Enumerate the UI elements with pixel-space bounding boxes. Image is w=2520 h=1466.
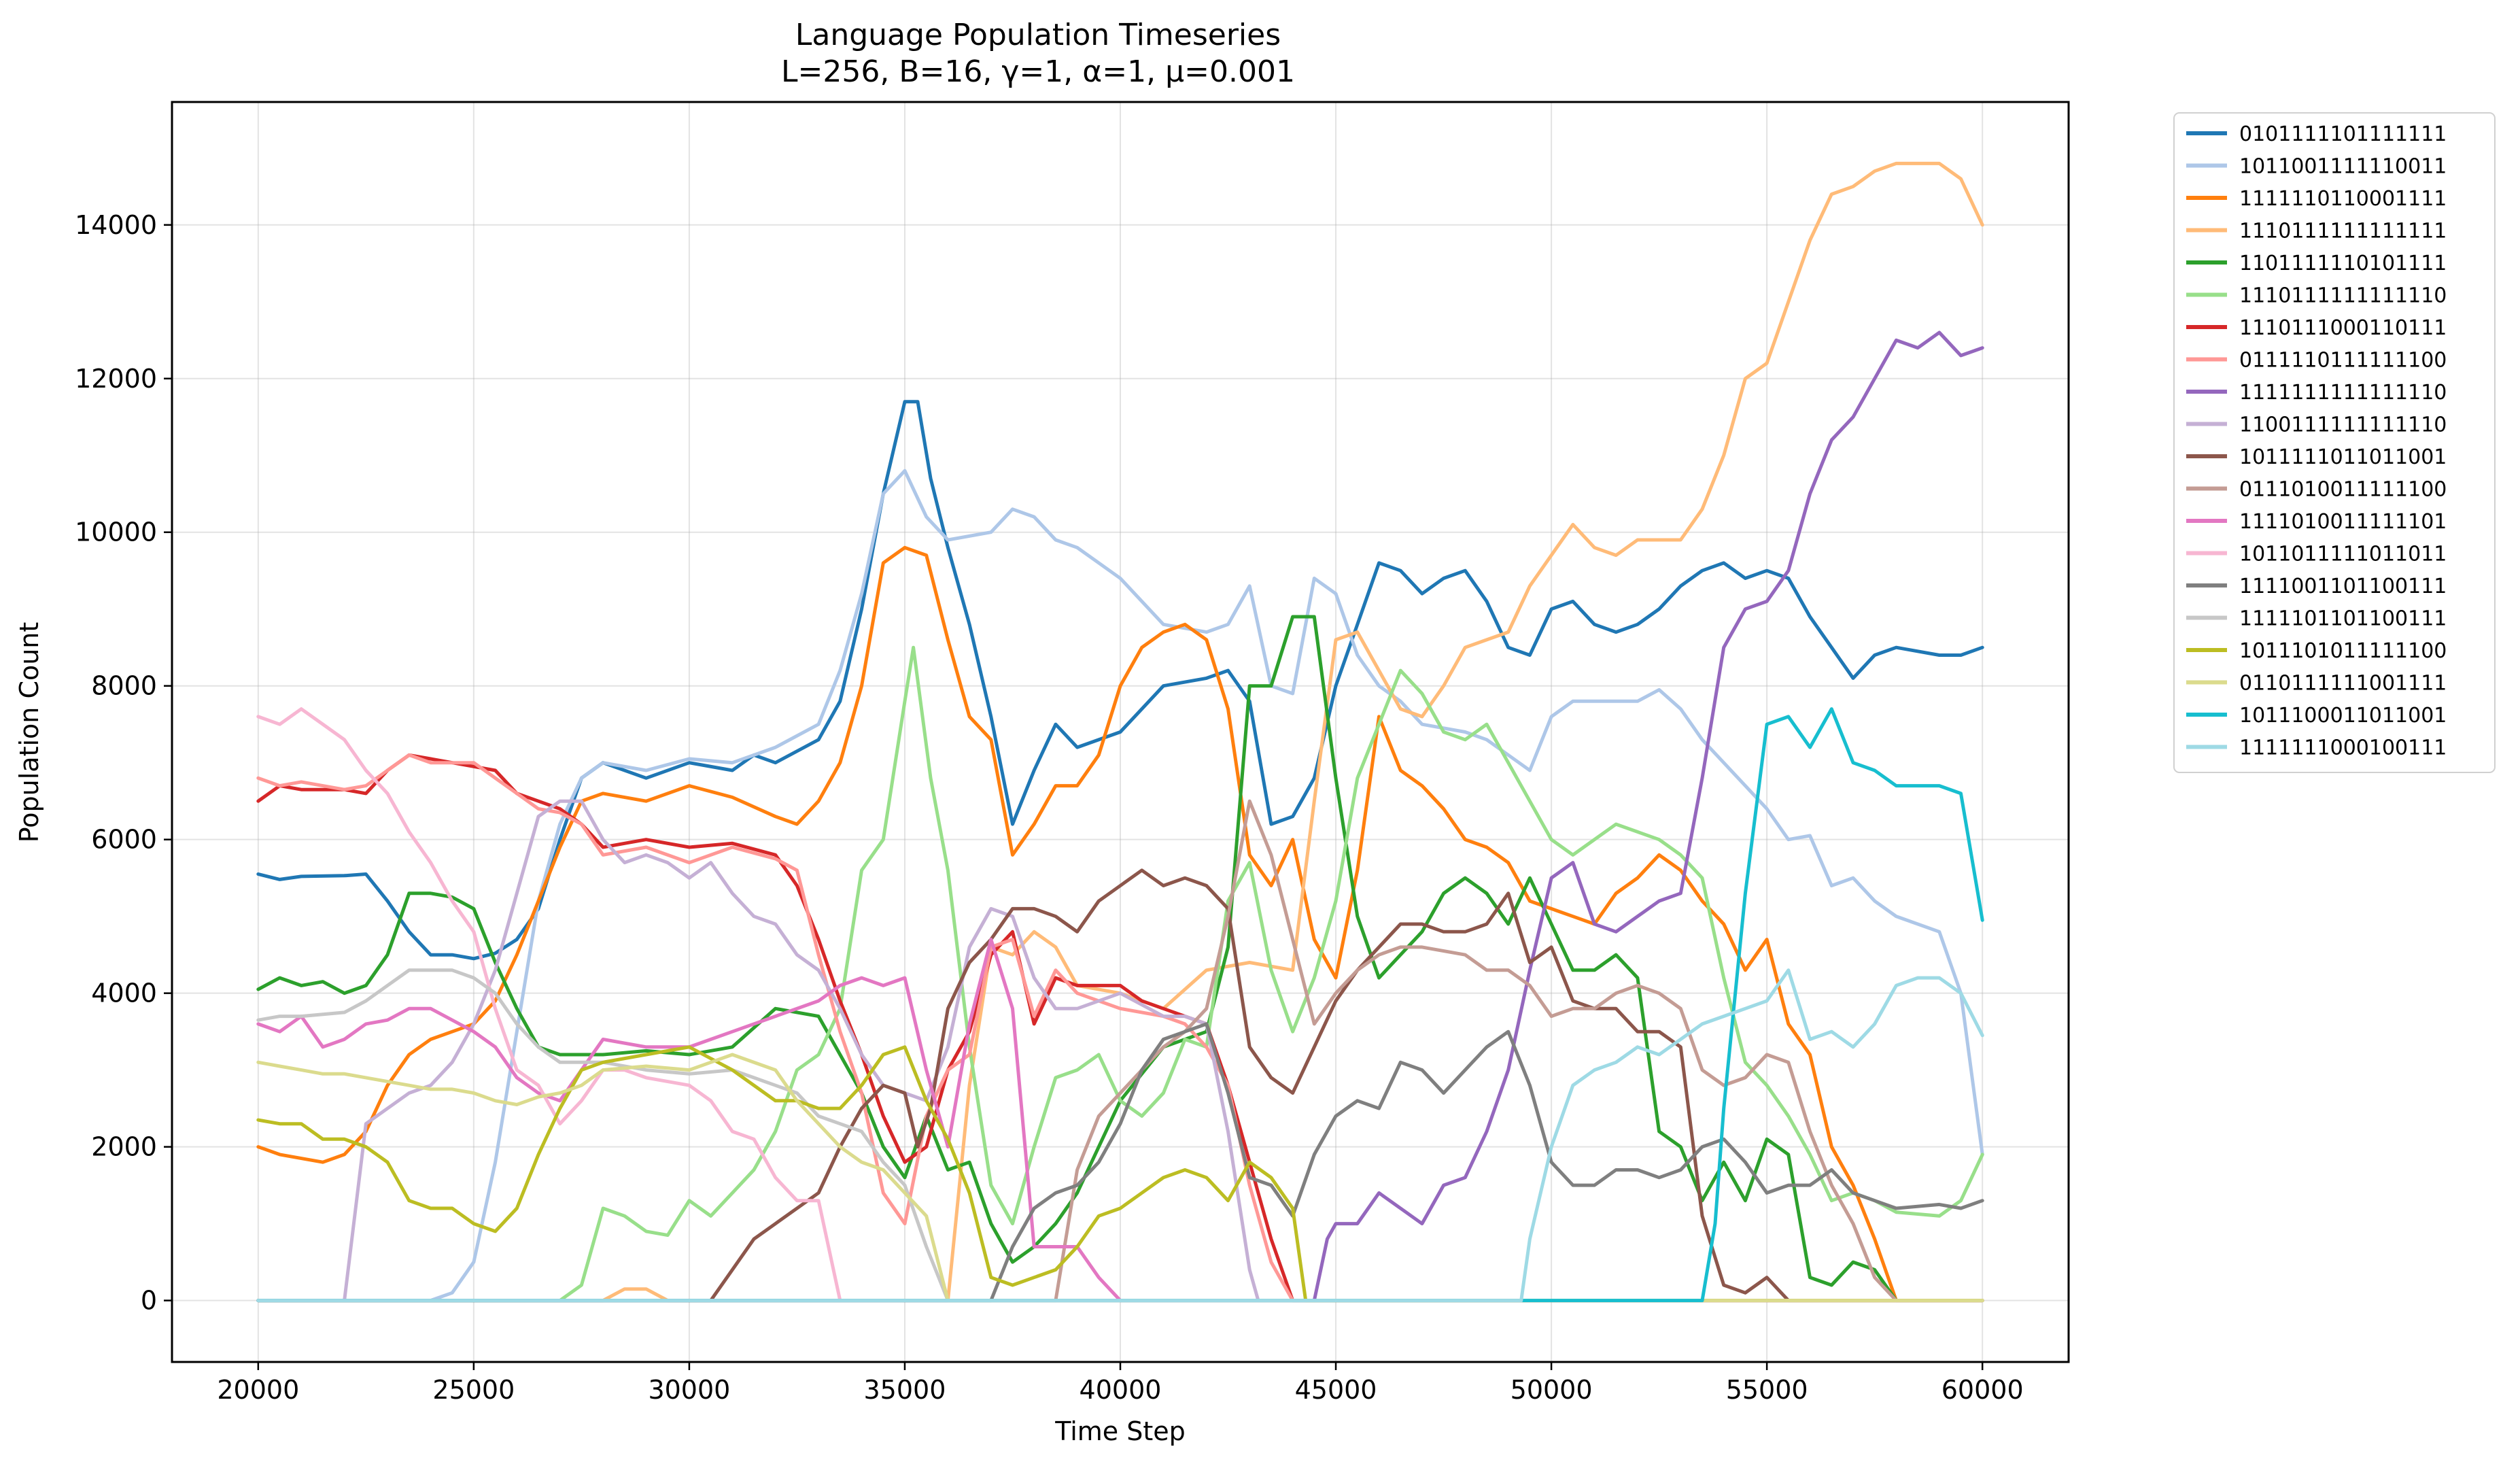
series-line-1011100011011001 [256,707,1984,1303]
y-tick-label: 8000 [91,671,157,701]
series-line-1011111011011001 [256,868,1984,1303]
legend-entry: 1111101101100111 [2239,607,2447,631]
legend-entry: 1111010011111101 [2239,510,2447,534]
y-tick-label: 14000 [75,210,157,240]
series-line-1111110110001111 [256,545,1984,1303]
legend-entry: 1110111111111111 [2239,220,2447,243]
series-line-1111111000100111 [256,968,1984,1303]
series-line-1011011111011011 [256,707,1984,1303]
plot-frame [171,101,2070,1363]
series-line-1011101011111100 [256,1045,1984,1303]
series-line-1111111111111110 [256,330,1984,1303]
y-tick-label: 6000 [91,825,157,855]
legend-entry: 1100111111111110 [2239,413,2447,437]
y-tick-label: 0 [141,1286,157,1316]
series-line-1110111111111110 [256,645,1984,1303]
ticks: 20000 25000 30000 35000 40000 45000 50000 55000… [75,210,2024,1405]
x-tick-label: 20000 [217,1375,299,1405]
legend-entry: 0111110111111100 [2239,349,2447,373]
legend-entry: 1111110110001111 [2239,187,2447,211]
series-line-1111001101100111 [256,1022,1984,1303]
x-tick-label: 30000 [648,1375,730,1405]
chart-subtitle: L=256, B=16, γ=1, α=1, μ=0.001 [781,54,1295,89]
series-line-1011001111110011 [256,468,1984,1303]
legend-box [2173,112,2496,773]
x-tick-label: 45000 [1295,1375,1377,1405]
series-lines [256,161,1984,1303]
chart-title: Language Population Timeseries [795,18,1281,52]
y-tick-label: 2000 [91,1132,157,1162]
legend: 0101111101111111 1011001111110011 11111101… [2173,112,2496,773]
legend-entry: 0111010011111100 [2239,478,2447,502]
legend-entry: 1111001101100111 [2239,575,2447,598]
x-tick-label: 55000 [1726,1375,1808,1405]
legend-entry: 1111111000100111 [2239,736,2447,760]
x-axis-label: Time Step [1054,1416,1186,1446]
x-tick-label: 60000 [1941,1375,2024,1405]
series-line-0111010011111100 [256,799,1984,1303]
x-tick-label: 50000 [1511,1375,1593,1405]
series-line-1111010011111101 [256,938,1984,1303]
legend-entry: 1011100011011001 [2239,704,2447,728]
legend-entry: 1101111110101111 [2239,252,2447,275]
legend-entry: 1110111000110111 [2239,316,2447,340]
x-tick-label: 25000 [432,1375,515,1405]
legend-entry: 1111111111111110 [2239,381,2447,405]
legend-entry: 1011111011011001 [2239,445,2447,469]
x-tick-label: 40000 [1080,1375,1162,1405]
legend-entry: 0101111101111111 [2239,122,2447,146]
legend-entry: 1011011111011011 [2239,543,2447,566]
series-line-0110111111001111 [256,1053,1984,1303]
y-tick-label: 12000 [75,364,157,394]
x-tick-label: 35000 [864,1375,946,1405]
y-tick-label: 4000 [91,978,157,1008]
legend-entry: 1011001111110011 [2239,155,2447,179]
legend-entry: 1011101011111100 [2239,639,2447,663]
series-line-1110111000110111 [256,753,1984,1303]
series-line-1110111111111111 [256,161,1984,1303]
series-line-1100111111111110 [256,799,1984,1303]
y-axis-label: Population Count [14,622,44,843]
legend-entry: 1110111111111110 [2239,284,2447,308]
y-tick-label: 10000 [75,517,157,547]
legend-entry: 0110111111001111 [2239,672,2447,696]
